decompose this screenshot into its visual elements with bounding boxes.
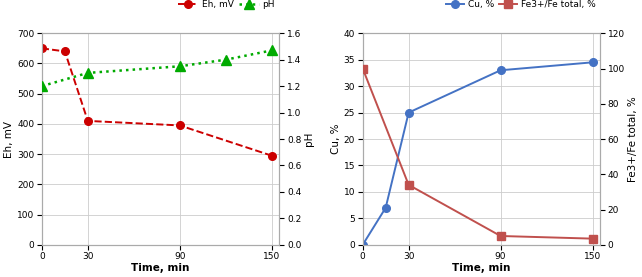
X-axis label: Time, min: Time, min (132, 263, 190, 273)
Legend: Eh, mV, pH: Eh, mV, pH (178, 0, 275, 9)
Legend: Cu, %, Fe3+/Fe total, %: Cu, %, Fe3+/Fe total, % (446, 0, 596, 9)
Y-axis label: pH: pH (304, 132, 314, 146)
Y-axis label: Cu, %: Cu, % (331, 124, 341, 154)
X-axis label: Time, min: Time, min (452, 263, 510, 273)
Y-axis label: Eh, mV: Eh, mV (4, 120, 14, 158)
Y-axis label: Fe3+/Fe total, %: Fe3+/Fe total, % (628, 96, 638, 182)
